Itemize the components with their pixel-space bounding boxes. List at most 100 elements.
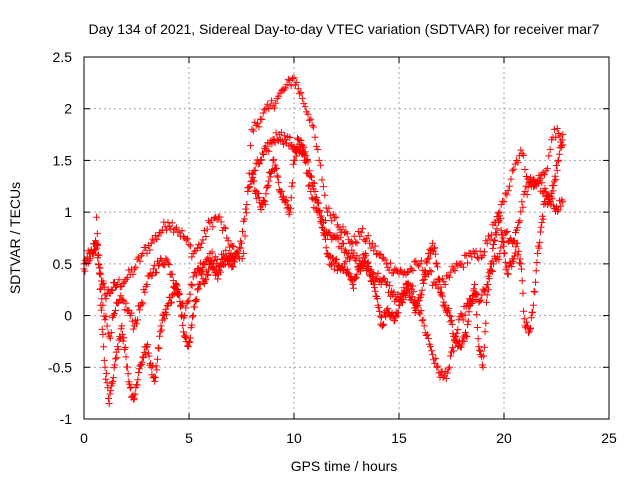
data-point-track-a-interp [553, 125, 561, 132]
data-point-track-a-interp [521, 166, 529, 173]
data-point-track-d-interp [266, 173, 274, 181]
data-point-track-d-interp [447, 313, 455, 321]
data-point-track-d-interp [536, 228, 544, 236]
data-point-track-a-interp [464, 259, 472, 267]
data-point-track-d-interp [550, 182, 558, 189]
data-point-track-b-interp [446, 352, 454, 360]
data-point-track-d-interp [418, 286, 426, 294]
data-point-track-d-interp [476, 346, 483, 354]
data-point-track-b-interp [197, 259, 205, 267]
data-point-track-a-interp [459, 263, 467, 271]
data-point-track-c-interp [131, 390, 139, 398]
data-point-track-d [492, 229, 500, 237]
data-point-track-c [130, 394, 138, 402]
data-point-track-c-interp [198, 266, 206, 274]
data-point-track-c-interp [107, 387, 115, 395]
data-point-track-a-interp [238, 255, 246, 263]
data-point-track-a-interp [543, 165, 551, 173]
data-point-track-b-interp [192, 271, 200, 279]
data-point-track-c-interp [189, 313, 196, 321]
data-point-track-d-interp [319, 224, 327, 232]
data-point-track-d-interp [300, 144, 308, 152]
data-point-track-d-interp [392, 313, 399, 321]
data-point-track-d-interp [393, 312, 401, 320]
data-point-track-b-interp [390, 288, 398, 296]
data-point-track-a-interp [146, 246, 154, 254]
data-point-track-b-interp [476, 297, 484, 305]
y-tick-label: 2 [64, 101, 72, 117]
data-point-track-c-interp [145, 352, 153, 360]
y-tick-label: 0 [64, 308, 72, 324]
data-point-track-d-interp [302, 152, 310, 160]
data-point-track-a-interp [297, 89, 305, 97]
data-point-track-d-interp [456, 342, 464, 350]
data-point-track-b-interp [444, 365, 452, 373]
data-point-track-d [273, 172, 281, 180]
data-point-track-c-interp [215, 266, 223, 274]
data-point-track-d-interp [464, 321, 472, 329]
data-point-track-d-interp [535, 244, 543, 252]
data-point-track-b-interp [245, 184, 253, 191]
data-point-track-d-interp [321, 230, 329, 238]
data-point-track-b [433, 363, 441, 371]
data-point-track-d-interp [352, 274, 360, 282]
data-point-track-d [307, 172, 315, 180]
data-point-track-a [483, 239, 491, 247]
data-point-track-d-interp [477, 347, 485, 355]
data-point-track-d [353, 270, 361, 278]
data-point-track-a-interp [296, 90, 304, 98]
data-point-track-d-interp [440, 298, 448, 306]
data-point-track-d [550, 177, 558, 185]
data-point-track-a-interp [321, 191, 329, 199]
data-point-track-d-interp [287, 205, 294, 213]
data-point-track-a-interp [546, 145, 554, 153]
data-point-track-d-interp [539, 215, 547, 223]
data-point-track-d-interp [280, 192, 287, 200]
data-point-track-a-interp [261, 106, 269, 114]
data-point-track-b-interp [443, 369, 451, 377]
data-point-track-d-interp [441, 303, 448, 311]
data-point-track-c-interp [111, 361, 119, 369]
data-point-track-d [315, 208, 323, 216]
data-point-track-d-interp [375, 304, 383, 311]
data-point-track-a-interp [300, 100, 308, 108]
data-point-track-b-interp [557, 202, 565, 210]
data-point-track-b-interp [103, 322, 111, 330]
data-point-track-a-interp [319, 183, 327, 191]
data-point-track-a [382, 260, 390, 268]
data-point-track-d-interp [305, 167, 313, 175]
data-point-track-d-interp [492, 230, 500, 238]
data-point-track-d-interp [322, 244, 330, 252]
data-point-track-a-interp [507, 175, 515, 183]
data-point-track-c [156, 332, 164, 340]
data-point-track-b-interp [459, 316, 467, 324]
data-point-track-b [439, 374, 447, 382]
data-point-track-d-interp [518, 265, 525, 273]
data-point-track-c [135, 369, 143, 376]
data-point-track-c-interp [163, 311, 171, 319]
data-point-track-d [324, 250, 332, 257]
data-point-track-b-interp [136, 306, 144, 314]
data-point-track-b-interp [127, 309, 135, 317]
data-point-track-a [324, 208, 332, 216]
data-point-track-d-interp [369, 277, 377, 285]
data-point-track-a-interp [224, 237, 232, 245]
data-point-track-c-interp [119, 337, 127, 345]
data-point-track-b [149, 265, 157, 273]
data-point-track-c-interp [157, 322, 165, 330]
data-point-track-a [307, 115, 315, 123]
data-point-track-b-interp [555, 206, 563, 214]
data-point-track-d-interp [263, 183, 271, 191]
data-point-track-c-interp [138, 358, 146, 366]
data-point-track-d-interp [489, 244, 497, 252]
data-point-track-d-interp [555, 150, 563, 158]
data-point-track-b-interp [129, 325, 137, 333]
data-point-track-d-interp [314, 199, 322, 207]
data-point-track-d [311, 188, 319, 195]
data-point-track-c [93, 213, 101, 221]
data-point-track-a-interp [409, 267, 417, 274]
data-point-track-b-interp [428, 347, 436, 355]
data-point-track-d-interp [380, 320, 388, 328]
data-point-track-a-interp [310, 123, 318, 131]
data-point-track-b-interp [517, 208, 525, 216]
